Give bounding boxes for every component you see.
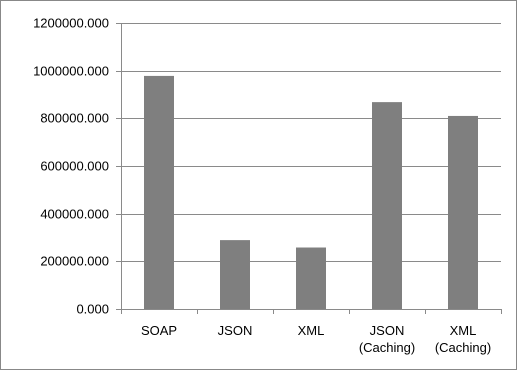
y-tick-label: 600000.000: [40, 159, 109, 174]
y-tick-label: 1000000.000: [33, 64, 109, 79]
x-tick-label: XML: [298, 323, 325, 338]
x-tick-label-line: JSON: [218, 323, 253, 338]
y-tick-label: 1200000.000: [33, 16, 109, 31]
y-tick-label: 400000.000: [40, 207, 109, 222]
x-tick-label: SOAP: [141, 323, 177, 338]
x-tick-label: JSON (Caching): [359, 323, 415, 355]
x-tick-label-line: XML: [298, 323, 325, 338]
x-tick-label-line: JSON: [370, 323, 405, 338]
bar: [220, 240, 250, 309]
x-tick-label-line: XML: [450, 323, 477, 338]
y-tick-label: 200000.000: [40, 254, 109, 269]
y-tick-label: 0.000: [76, 302, 109, 317]
y-tick-label: 800000.000: [40, 111, 109, 126]
bar: [448, 115, 478, 309]
bar: [372, 102, 402, 309]
bar: [144, 75, 174, 309]
x-tick-label: XML (Caching): [435, 323, 491, 355]
bar: [296, 247, 326, 309]
x-tick-label-line: (Caching): [359, 340, 415, 355]
x-tick-label-line: (Caching): [435, 340, 491, 355]
x-tick-label-line: SOAP: [141, 323, 177, 338]
x-tick-label: JSON: [218, 323, 253, 338]
